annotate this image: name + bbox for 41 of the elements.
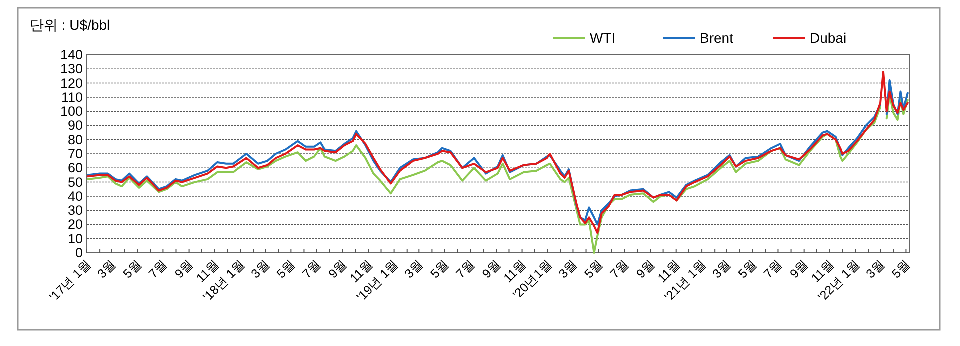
y-tick-label: 90 [68, 118, 83, 134]
x-tick-label: 7월 [300, 257, 324, 282]
x-tick-label: 5월 [889, 257, 914, 282]
x-tick-label: 5월 [274, 257, 298, 282]
x-tick-label: 7월 [761, 257, 786, 282]
y-tick-label: 100 [60, 104, 83, 120]
x-tick-label: 7월 [146, 257, 170, 282]
x-tick-label: 7월 [454, 257, 478, 282]
x-tick-label: 3월 [248, 257, 273, 282]
y-tick-label: 0 [75, 246, 83, 260]
y-tick-label: 40 [68, 188, 83, 204]
y-tick-label: 70 [68, 146, 83, 162]
y-tick-label: 130 [60, 62, 83, 77]
legend-label: Dubai [810, 30, 847, 46]
x-tick-label: 9월 [326, 257, 350, 282]
y-tick-label: 140 [60, 48, 83, 62]
x-tick-label: 5월 [428, 257, 452, 282]
y-tick-label: 30 [68, 203, 83, 218]
x-tick-label: 9월 [172, 257, 196, 282]
y-tick-label: 120 [60, 76, 83, 91]
x-tick-label: 3월 [710, 257, 734, 282]
legend-label: Brent [700, 30, 734, 46]
y-tick-label: 10 [68, 231, 83, 246]
x-tick-label: 9월 [480, 257, 504, 282]
x-tick-label: 3월 [402, 257, 426, 282]
y-tick-label: 80 [68, 132, 83, 148]
x-tick-label: 5월 [736, 257, 760, 282]
y-tick-label: 110 [61, 90, 83, 105]
x-tick-label: 7월 [608, 257, 632, 282]
x-tick-label: 9월 [787, 257, 812, 282]
x-tick-label: 3월 [94, 257, 119, 282]
y-tick-label: 60 [68, 160, 83, 176]
y-tick-label: 50 [68, 174, 83, 190]
y-axis-title: 단위 : U$/bbl [30, 17, 110, 33]
y-tick-label: 20 [68, 217, 83, 232]
x-tick-label: 3월 [864, 257, 888, 282]
x-tick-label: 5월 [120, 257, 145, 282]
x-tick-label: 5월 [582, 257, 606, 282]
x-tick-label: 9월 [634, 257, 658, 282]
x-tick-label: 3월 [556, 257, 580, 282]
legend-label: WTI [590, 30, 616, 46]
